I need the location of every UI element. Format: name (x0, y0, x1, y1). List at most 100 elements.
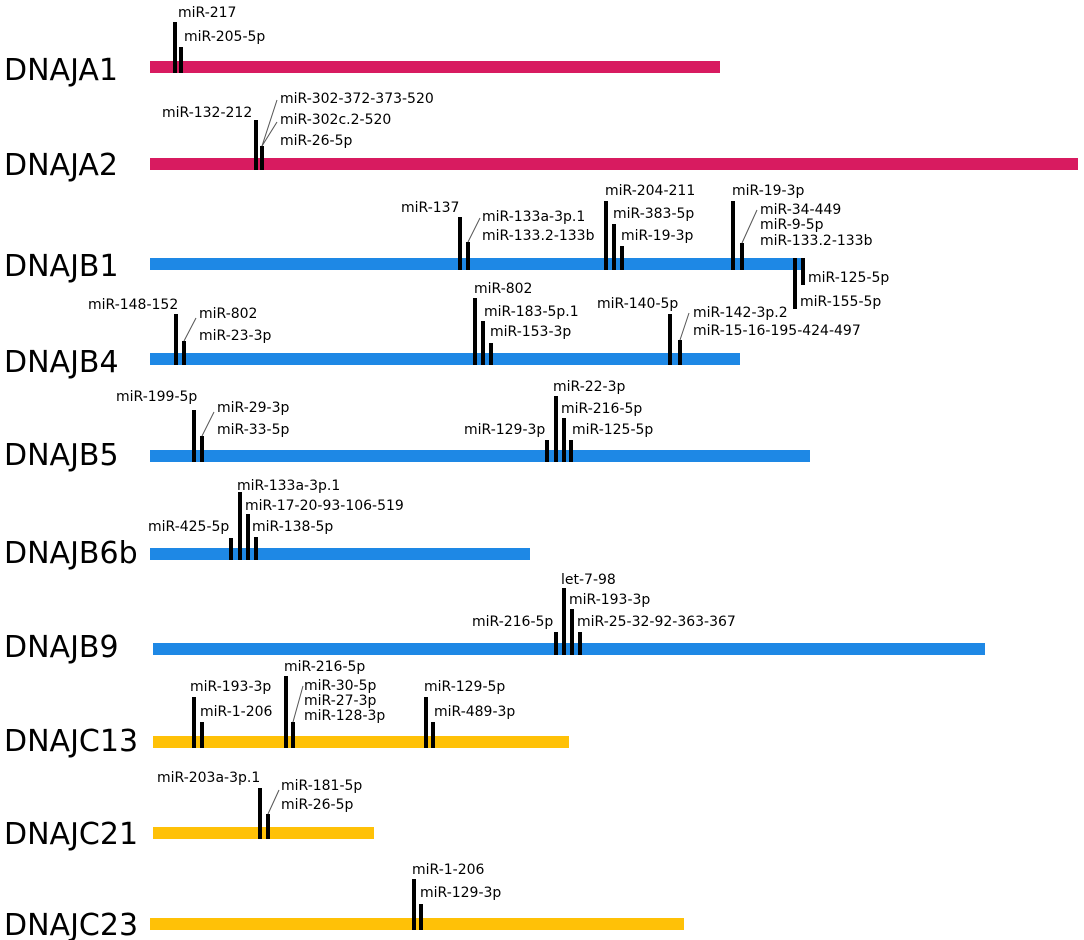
mirna-label: miR-33-5p (217, 422, 290, 438)
gene-row-dnajc21: DNAJC21 miR-203a-3p.1 miR-181-5p miR-26-… (4, 770, 374, 852)
gene-name-dnajc21: DNAJC21 (4, 817, 138, 852)
leader-line (201, 411, 215, 437)
gene-bar-dnaja2 (150, 158, 1078, 170)
site-mark (174, 314, 178, 365)
gene-name-dnaja1: DNAJA1 (4, 53, 118, 88)
mirna-label: miR-125-5p (808, 270, 889, 286)
mirna-label: miR-25-32-92-363-367 (577, 614, 736, 630)
gene-name-dnaja2: DNAJA2 (4, 148, 118, 183)
leader-line (261, 99, 278, 147)
mirna-label: miR-23-3p (199, 328, 272, 344)
mirna-label: miR-216-5p (561, 401, 642, 417)
site-mark (254, 120, 258, 170)
site-mark (668, 314, 672, 365)
gene-name-dnajb5: DNAJB5 (4, 438, 119, 473)
mirna-label: miR-128-3p (304, 708, 385, 724)
mirna-label: miR-205-5p (184, 29, 265, 45)
site-mark (466, 242, 470, 270)
gene-row-dnajc13: DNAJC13 miR-193-3p miR-1-206 miR-216-5p … (4, 659, 569, 759)
gene-row-dnajc23: DNAJC23 miR-1-206 miR-129-3p (4, 862, 684, 940)
site-mark (424, 697, 428, 748)
site-mark (578, 632, 582, 655)
mirna-label: miR-129-3p (464, 422, 545, 438)
mirna-label: miR-138-5p (252, 519, 333, 535)
site-mark (569, 440, 573, 462)
site-mark (740, 243, 744, 270)
mirna-label: let-7-98 (561, 572, 616, 588)
site-mark (562, 418, 566, 462)
gene-name-dnajb9: DNAJB9 (4, 630, 119, 665)
mirna-label: miR-183-5p.1 (484, 304, 579, 320)
mirna-label: miR-181-5p (281, 778, 362, 794)
site-mark (570, 609, 574, 655)
leader-line (741, 209, 758, 244)
site-mark (458, 217, 462, 270)
site-mark (620, 246, 624, 270)
site-mark (731, 201, 735, 270)
mirna-label: miR-19-3p (732, 183, 805, 199)
leader-line (467, 217, 481, 243)
mirna-label: miR-216-5p (284, 659, 365, 675)
site-mark (173, 22, 177, 73)
site-mark (545, 440, 549, 462)
leader-line (261, 121, 278, 147)
mirna-label: miR-129-5p (424, 679, 505, 695)
site-mark (562, 588, 566, 655)
site-mark (284, 676, 288, 748)
mirna-label: miR-153-3p (490, 324, 571, 340)
mirna-label: miR-1-206 (412, 862, 485, 878)
mirna-label: miR-137 (401, 200, 459, 216)
mirna-label: miR-155-5p (800, 294, 881, 310)
mirna-label: miR-217 (178, 5, 236, 21)
mirna-label: miR-30-5p (304, 678, 377, 694)
gene-bar-dnajb4 (150, 353, 740, 365)
mirna-label: miR-203a-3p.1 (157, 770, 260, 786)
site-mark (604, 201, 608, 270)
gene-name-dnajb1: DNAJB1 (4, 249, 119, 284)
site-mark (200, 722, 204, 748)
site-mark (266, 814, 270, 839)
gene-name-dnajb6b: DNAJB6b (4, 536, 138, 571)
site-mark (179, 47, 183, 73)
site-mark (238, 492, 242, 560)
mirna-label: miR-26-5p (280, 133, 353, 149)
gene-row-dnajb1: DNAJB1 miR-137 miR-133a-3p.1 miR-133.2-1… (4, 183, 889, 310)
gene-row-dnajb6b: DNAJB6b miR-133a-3p.1 miR-17-20-93-106-5… (4, 478, 530, 571)
site-mark (258, 788, 262, 839)
mirna-label: miR-383-5p (613, 206, 694, 222)
mirna-label: miR-29-3p (217, 400, 290, 416)
gene-row-dnajb5: DNAJB5 miR-199-5p miR-29-3p miR-33-5p mi… (4, 379, 810, 473)
site-mark (229, 538, 233, 560)
gene-row-dnaja2: DNAJA2 miR-132-212 miR-302-372-373-520 m… (4, 91, 1078, 183)
mirna-label: miR-140-5p (597, 296, 678, 312)
mirna-label: miR-15-16-195-424-497 (693, 323, 861, 339)
site-mark (260, 146, 264, 170)
gene-row-dnaja1: DNAJA1 miR-217 miR-205-5p (4, 5, 720, 88)
site-mark (419, 904, 423, 930)
gene-row-dnajb9: DNAJB9 let-7-98 miR-193-3p miR-216-5p mi… (4, 572, 985, 665)
gene-bar-dnajb6b (150, 548, 530, 560)
site-mark (192, 410, 196, 462)
mirna-label: miR-216-5p (472, 614, 553, 630)
mirna-label: miR-302-372-373-520 (280, 91, 434, 107)
gene-row-dnajb4: DNAJB4 miR-148-152 miR-802 miR-23-3p miR… (4, 281, 861, 380)
mirna-label: miR-27-3p (304, 693, 377, 709)
site-mark (801, 258, 805, 285)
site-mark (489, 343, 493, 365)
site-mark (246, 514, 250, 560)
mirna-label: miR-129-3p (420, 885, 501, 901)
mirna-label: miR-133.2-133b (760, 233, 873, 249)
mirna-label: miR-22-3p (553, 379, 626, 395)
mirna-label: miR-17-20-93-106-519 (245, 498, 404, 514)
leader-line (183, 317, 197, 342)
site-mark (254, 537, 258, 560)
mirna-label: miR-133.2-133b (482, 228, 595, 244)
mirna-label: miR-802 (474, 281, 532, 297)
mirna-label: miR-132-212 (162, 105, 252, 121)
mirna-label: miR-204-211 (605, 183, 695, 199)
mirna-label: miR-26-5p (281, 797, 354, 813)
mirna-label: miR-193-3p (190, 679, 271, 695)
mirna-label: miR-489-3p (434, 704, 515, 720)
site-mark (554, 632, 558, 655)
